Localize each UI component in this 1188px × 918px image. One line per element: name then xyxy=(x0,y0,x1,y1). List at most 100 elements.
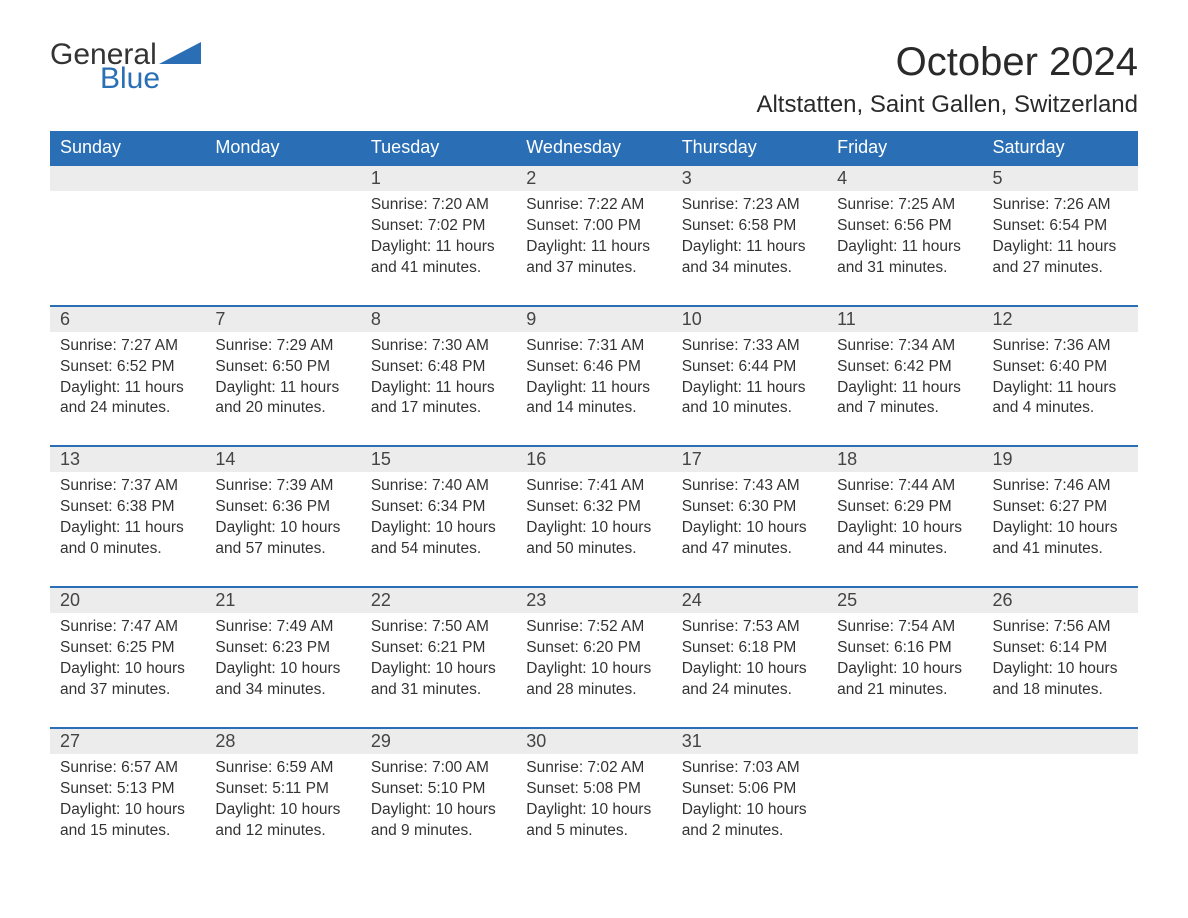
day-detail-cell: Sunrise: 7:54 AMSunset: 6:16 PMDaylight:… xyxy=(827,613,982,728)
day-number-cell: 7 xyxy=(205,306,360,332)
sunrise-text: Sunrise: 7:33 AM xyxy=(682,336,817,357)
sunrise-text: Sunrise: 7:46 AM xyxy=(993,476,1128,497)
sunrise-text: Sunrise: 7:26 AM xyxy=(993,195,1128,216)
day-number-cell: 18 xyxy=(827,446,982,472)
daylight-text: Daylight: 10 hours and 57 minutes. xyxy=(215,518,350,560)
sunrise-text: Sunrise: 7:34 AM xyxy=(837,336,972,357)
sunset-text: Sunset: 6:56 PM xyxy=(837,216,972,237)
sunset-text: Sunset: 6:14 PM xyxy=(993,638,1128,659)
day-number-cell: 13 xyxy=(50,446,205,472)
daylight-text: Daylight: 10 hours and 21 minutes. xyxy=(837,659,972,701)
sunrise-text: Sunrise: 7:41 AM xyxy=(526,476,661,497)
sunrise-text: Sunrise: 7:23 AM xyxy=(682,195,817,216)
brand-logo: General Blue xyxy=(50,40,201,94)
day-number-cell: 11 xyxy=(827,306,982,332)
daylight-text: Daylight: 11 hours and 41 minutes. xyxy=(371,237,506,279)
sunrise-text: Sunrise: 7:40 AM xyxy=(371,476,506,497)
day-number-cell: 29 xyxy=(361,728,516,754)
day-detail-cell xyxy=(205,191,360,306)
day-number-cell: 15 xyxy=(361,446,516,472)
day-number-cell: 19 xyxy=(983,446,1138,472)
day-number-cell: 9 xyxy=(516,306,671,332)
sunrise-text: Sunrise: 7:00 AM xyxy=(371,758,506,779)
sunset-text: Sunset: 6:32 PM xyxy=(526,497,661,518)
day-detail-cell: Sunrise: 7:26 AMSunset: 6:54 PMDaylight:… xyxy=(983,191,1138,306)
sunset-text: Sunset: 6:36 PM xyxy=(215,497,350,518)
day-number-cell: 17 xyxy=(672,446,827,472)
sunrise-text: Sunrise: 6:59 AM xyxy=(215,758,350,779)
daylight-text: Daylight: 10 hours and 50 minutes. xyxy=(526,518,661,560)
day-number-cell: 25 xyxy=(827,587,982,613)
daylight-text: Daylight: 11 hours and 31 minutes. xyxy=(837,237,972,279)
day-detail-cell: Sunrise: 7:25 AMSunset: 6:56 PMDaylight:… xyxy=(827,191,982,306)
sunrise-text: Sunrise: 7:25 AM xyxy=(837,195,972,216)
day-detail-cell: Sunrise: 7:40 AMSunset: 6:34 PMDaylight:… xyxy=(361,472,516,587)
daylight-text: Daylight: 11 hours and 24 minutes. xyxy=(60,378,195,420)
day-detail-cell: Sunrise: 7:34 AMSunset: 6:42 PMDaylight:… xyxy=(827,332,982,447)
sunrise-text: Sunrise: 7:47 AM xyxy=(60,617,195,638)
day-detail-cell: Sunrise: 7:56 AMSunset: 6:14 PMDaylight:… xyxy=(983,613,1138,728)
day-detail-cell: Sunrise: 7:44 AMSunset: 6:29 PMDaylight:… xyxy=(827,472,982,587)
sunset-text: Sunset: 5:13 PM xyxy=(60,779,195,800)
day-detail-cell: Sunrise: 7:46 AMSunset: 6:27 PMDaylight:… xyxy=(983,472,1138,587)
sunset-text: Sunset: 6:46 PM xyxy=(526,357,661,378)
day-detail-cell: Sunrise: 6:59 AMSunset: 5:11 PMDaylight:… xyxy=(205,754,360,868)
day-detail-cell: Sunrise: 7:53 AMSunset: 6:18 PMDaylight:… xyxy=(672,613,827,728)
day-detail-cell: Sunrise: 7:39 AMSunset: 6:36 PMDaylight:… xyxy=(205,472,360,587)
sunset-text: Sunset: 6:48 PM xyxy=(371,357,506,378)
weekday-header: Monday xyxy=(205,131,360,165)
sunset-text: Sunset: 6:27 PM xyxy=(993,497,1128,518)
weekday-header: Friday xyxy=(827,131,982,165)
daylight-text: Daylight: 11 hours and 27 minutes. xyxy=(993,237,1128,279)
day-detail-cell xyxy=(983,754,1138,868)
daylight-text: Daylight: 10 hours and 54 minutes. xyxy=(371,518,506,560)
sunset-text: Sunset: 5:10 PM xyxy=(371,779,506,800)
sunrise-text: Sunrise: 7:37 AM xyxy=(60,476,195,497)
day-detail-cell: Sunrise: 7:30 AMSunset: 6:48 PMDaylight:… xyxy=(361,332,516,447)
daylight-text: Daylight: 11 hours and 0 minutes. xyxy=(60,518,195,560)
day-number-cell: 27 xyxy=(50,728,205,754)
day-number-cell: 30 xyxy=(516,728,671,754)
day-detail-cell: Sunrise: 7:52 AMSunset: 6:20 PMDaylight:… xyxy=(516,613,671,728)
day-number-cell: 3 xyxy=(672,165,827,191)
sunrise-text: Sunrise: 7:53 AM xyxy=(682,617,817,638)
sunset-text: Sunset: 6:16 PM xyxy=(837,638,972,659)
sunrise-text: Sunrise: 7:27 AM xyxy=(60,336,195,357)
sunset-text: Sunset: 6:25 PM xyxy=(60,638,195,659)
day-number-row: 2728293031 xyxy=(50,728,1138,754)
sunrise-text: Sunrise: 7:43 AM xyxy=(682,476,817,497)
day-number-cell: 16 xyxy=(516,446,671,472)
day-detail-cell: Sunrise: 7:50 AMSunset: 6:21 PMDaylight:… xyxy=(361,613,516,728)
daylight-text: Daylight: 10 hours and 41 minutes. xyxy=(993,518,1128,560)
day-number-cell: 22 xyxy=(361,587,516,613)
daylight-text: Daylight: 11 hours and 10 minutes. xyxy=(682,378,817,420)
day-number-cell xyxy=(827,728,982,754)
day-number-cell xyxy=(50,165,205,191)
day-number-cell: 8 xyxy=(361,306,516,332)
day-detail-cell: Sunrise: 7:43 AMSunset: 6:30 PMDaylight:… xyxy=(672,472,827,587)
sunset-text: Sunset: 6:29 PM xyxy=(837,497,972,518)
day-detail-cell: Sunrise: 7:31 AMSunset: 6:46 PMDaylight:… xyxy=(516,332,671,447)
day-number-cell: 14 xyxy=(205,446,360,472)
day-detail-row: Sunrise: 7:20 AMSunset: 7:02 PMDaylight:… xyxy=(50,191,1138,306)
day-number-row: 20212223242526 xyxy=(50,587,1138,613)
sunset-text: Sunset: 6:34 PM xyxy=(371,497,506,518)
daylight-text: Daylight: 10 hours and 15 minutes. xyxy=(60,800,195,842)
day-number-row: 6789101112 xyxy=(50,306,1138,332)
day-detail-cell: Sunrise: 7:36 AMSunset: 6:40 PMDaylight:… xyxy=(983,332,1138,447)
day-number-cell: 23 xyxy=(516,587,671,613)
daylight-text: Daylight: 10 hours and 2 minutes. xyxy=(682,800,817,842)
sunrise-text: Sunrise: 7:31 AM xyxy=(526,336,661,357)
sunset-text: Sunset: 6:42 PM xyxy=(837,357,972,378)
location-subtitle: Altstatten, Saint Gallen, Switzerland xyxy=(756,91,1138,119)
title-block: October 2024 Altstatten, Saint Gallen, S… xyxy=(756,40,1138,119)
sunrise-text: Sunrise: 7:20 AM xyxy=(371,195,506,216)
day-detail-cell: Sunrise: 7:41 AMSunset: 6:32 PMDaylight:… xyxy=(516,472,671,587)
daylight-text: Daylight: 10 hours and 24 minutes. xyxy=(682,659,817,701)
sunset-text: Sunset: 6:52 PM xyxy=(60,357,195,378)
daylight-text: Daylight: 11 hours and 17 minutes. xyxy=(371,378,506,420)
day-detail-cell: Sunrise: 7:47 AMSunset: 6:25 PMDaylight:… xyxy=(50,613,205,728)
day-detail-cell: Sunrise: 6:57 AMSunset: 5:13 PMDaylight:… xyxy=(50,754,205,868)
daylight-text: Daylight: 11 hours and 14 minutes. xyxy=(526,378,661,420)
day-detail-cell: Sunrise: 7:29 AMSunset: 6:50 PMDaylight:… xyxy=(205,332,360,447)
